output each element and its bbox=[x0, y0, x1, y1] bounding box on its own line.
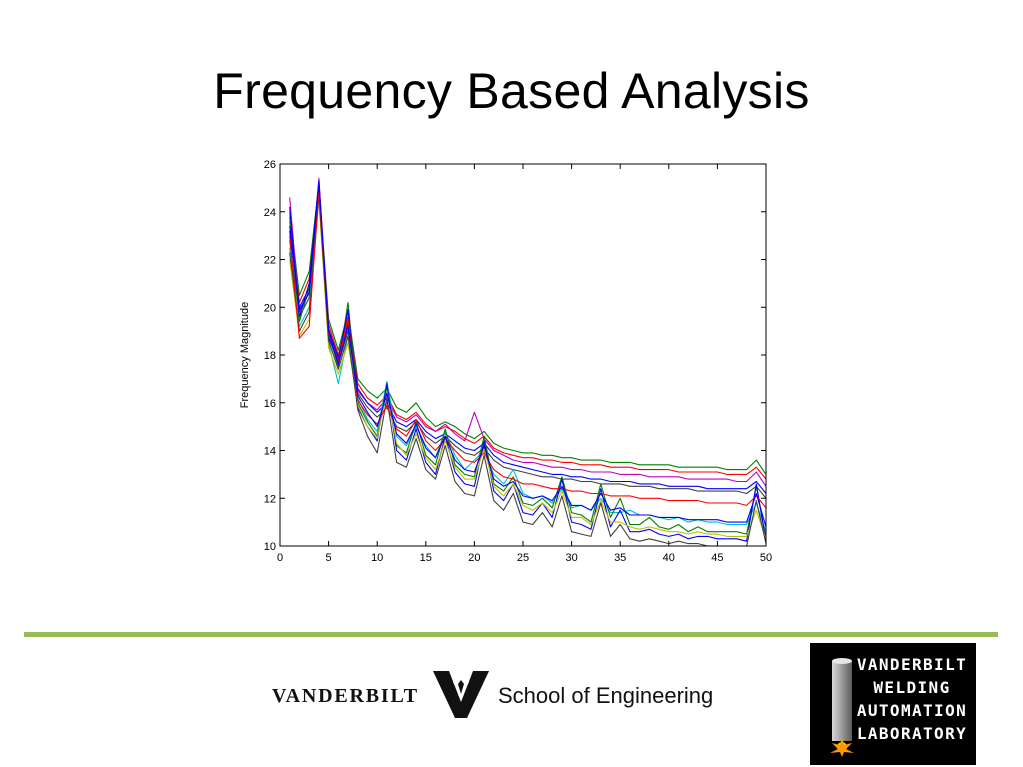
y-tick-label: 14 bbox=[264, 446, 276, 458]
x-tick-label: 30 bbox=[565, 552, 577, 564]
series-line-11 bbox=[289, 189, 767, 509]
y-tick-label: 10 bbox=[264, 541, 276, 553]
y-tick-label: 20 bbox=[264, 302, 276, 314]
welding-lab-badge: VANDERBILT WELDING AUTOMATION LABORATORY bbox=[810, 643, 976, 765]
x-tick-label: 15 bbox=[420, 552, 432, 564]
series-line-2 bbox=[289, 187, 767, 480]
series-line-6 bbox=[289, 196, 767, 532]
series-line-8 bbox=[289, 180, 767, 542]
lab-badge-text: VANDERBILT WELDING AUTOMATION LABORATORY bbox=[854, 653, 970, 745]
series-line-4 bbox=[289, 184, 767, 494]
vanderbilt-wordmark: VANDERBILT bbox=[272, 685, 419, 707]
x-tick-label: 10 bbox=[371, 552, 383, 564]
y-tick-label: 16 bbox=[264, 398, 276, 410]
chart-container: 0 5 10 15 20 25 30 35 40 45 50 10 12 14 16 18 20 22 24 26 Fr… bbox=[228, 150, 788, 580]
x-tick-label: 35 bbox=[614, 552, 626, 564]
series-line-1 bbox=[289, 182, 767, 475]
x-tick-label: 5 bbox=[326, 552, 332, 564]
series-line-7 bbox=[289, 187, 767, 539]
x-tick-label: 50 bbox=[760, 552, 772, 564]
slide-title: Frequency Based Analysis bbox=[213, 63, 810, 119]
series-line-12 bbox=[289, 182, 767, 528]
series-line-3 bbox=[289, 177, 767, 487]
series-line-5 bbox=[289, 192, 767, 499]
lab-line-1: VANDERBILT bbox=[856, 655, 968, 674]
y-tick-label: 18 bbox=[264, 350, 276, 362]
vanderbilt-engineering-logo: VANDERBILT School of Engineering bbox=[272, 668, 752, 724]
lab-line-2: WELDING bbox=[873, 678, 951, 697]
x-tick-label: 45 bbox=[711, 552, 723, 564]
y-tick-label: 26 bbox=[264, 159, 276, 171]
vanderbilt-v-oak-icon bbox=[433, 671, 489, 718]
y-tick-label: 22 bbox=[264, 255, 276, 267]
welding-pillar-icon bbox=[830, 658, 854, 757]
accent-divider-line bbox=[24, 632, 998, 637]
school-name: School of Engineering bbox=[498, 683, 714, 708]
y-axis-label: Frequency Magnitude bbox=[239, 302, 251, 408]
x-tick-label: 0 bbox=[277, 552, 283, 564]
x-tick-label: 25 bbox=[517, 552, 529, 564]
lab-line-4: LABORATORY bbox=[856, 724, 968, 743]
series-line-10 bbox=[289, 194, 767, 547]
x-tick-label: 40 bbox=[663, 552, 675, 564]
series-line-9 bbox=[289, 199, 767, 539]
line-chart: 0 5 10 15 20 25 30 35 40 45 50 10 12 14 16 18 20 22 24 26 Fr… bbox=[239, 159, 772, 564]
y-tick-label: 12 bbox=[264, 493, 276, 505]
x-tick-label: 20 bbox=[468, 552, 480, 564]
lab-line-3: AUTOMATION bbox=[856, 701, 968, 720]
y-tick-label: 24 bbox=[264, 207, 276, 219]
